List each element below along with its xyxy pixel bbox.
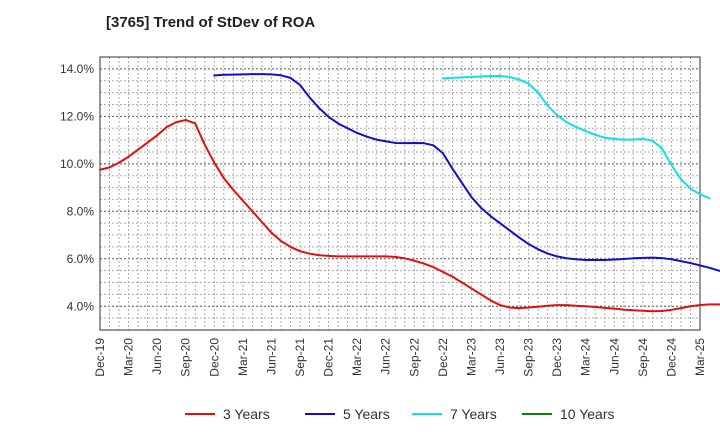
x-tick-label: Mar-25	[693, 338, 707, 376]
x-tick-label: Jun-23	[493, 338, 507, 375]
chart-title: [3765] Trend of StDev of ROA	[106, 14, 316, 31]
x-tick-label: Mar-22	[350, 338, 364, 376]
x-tick-label: Mar-21	[236, 338, 250, 376]
x-tick-label: Dec-19	[93, 338, 107, 377]
x-tick-label: Dec-22	[436, 338, 450, 377]
y-tick-label: 14.0%	[60, 62, 94, 76]
x-tick-labels: Dec-19 Mar-20 Jun-20 Sep-20 Dec-20 Mar-21 Jun-…	[93, 338, 707, 377]
legend: 3 Years 5 Years 7 Years 10 Years	[185, 406, 615, 422]
x-tick-label: Sep-24	[636, 338, 650, 377]
x-tick-label: Dec-20	[207, 338, 221, 377]
series-layer	[99, 73, 720, 313]
y-tick-labels: 4.0% 6.0% 8.0% 10.0% 12.0% 14.0%	[60, 62, 94, 313]
x-tick-label: Mar-23	[464, 338, 478, 376]
series-line-1	[99, 118, 720, 313]
legend-label-3: 7 Years	[450, 406, 497, 422]
x-tick-label: Sep-22	[407, 338, 421, 377]
y-tick-label: 12.0%	[60, 109, 94, 123]
x-tick-label: Dec-21	[322, 338, 336, 377]
plot-area	[100, 57, 700, 330]
x-tick-label: Dec-24	[664, 338, 678, 377]
y-tick-label: 8.0%	[67, 204, 95, 218]
legend-label-1: 3 Years	[223, 406, 270, 422]
x-tick-label: Sep-20	[179, 338, 193, 377]
x-tick-label: Mar-20	[122, 338, 136, 376]
x-tick-label: Sep-21	[293, 338, 307, 377]
y-tick-label: 6.0%	[67, 252, 95, 266]
series-line-3	[441, 74, 711, 200]
x-tick-label: Jun-20	[150, 338, 164, 375]
series-line-2	[213, 73, 720, 272]
x-tick-label: Jun-21	[264, 338, 278, 375]
y-tick-label: 4.0%	[67, 299, 95, 313]
legend-label-4: 10 Years	[560, 406, 615, 422]
x-tick-label: Jun-24	[607, 338, 621, 375]
legend-label-2: 5 Years	[343, 406, 390, 422]
y-tick-label: 10.0%	[60, 157, 94, 171]
x-tick-label: Dec-23	[550, 338, 564, 377]
x-tick-label: Jun-22	[379, 338, 393, 375]
x-tick-label: Mar-24	[579, 338, 593, 376]
x-tick-label: Sep-23	[522, 338, 536, 377]
